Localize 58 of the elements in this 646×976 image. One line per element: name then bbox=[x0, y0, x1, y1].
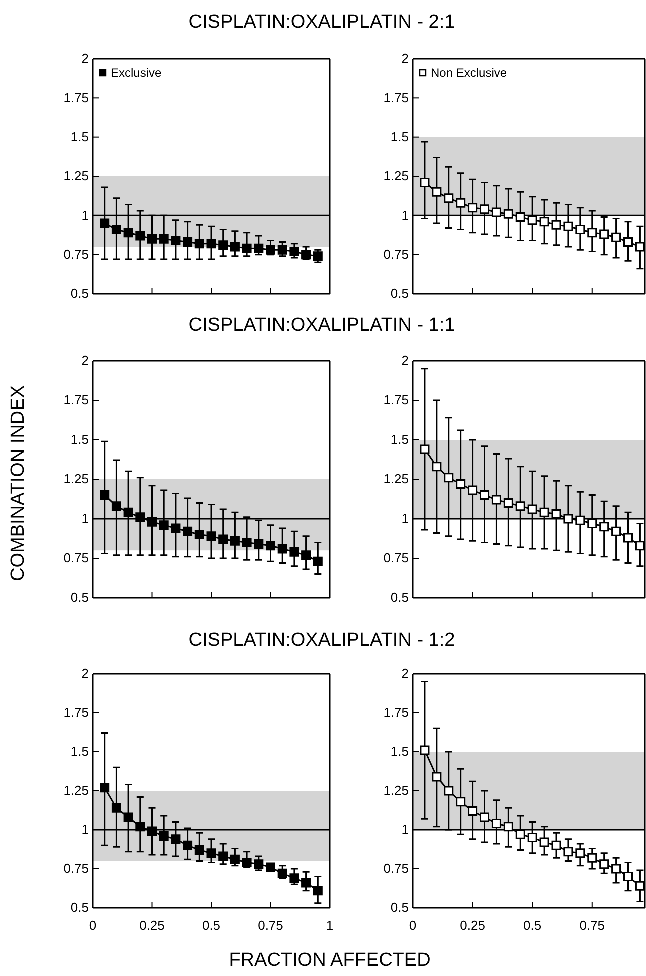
x-tick-label: 0 bbox=[89, 918, 97, 934]
y-tick-label: 2 bbox=[402, 353, 409, 368]
y-tick-label: 0.5 bbox=[390, 286, 409, 302]
y-tick-label: 0.5 bbox=[70, 590, 89, 606]
y-tick-label: 0.75 bbox=[384, 246, 409, 262]
y-tick-label: 0.5 bbox=[70, 286, 89, 302]
y-tick-label: 2 bbox=[402, 666, 409, 682]
y-tick-label: 0.5 bbox=[390, 900, 409, 916]
y-tick-label: 2 bbox=[82, 666, 89, 682]
y-tick-label: 1.5 bbox=[70, 129, 89, 144]
y-tick-label: 1.25 bbox=[384, 472, 409, 487]
x-axis-title: FRACTION AFFECTED bbox=[229, 950, 431, 971]
y-tick-label: 1.25 bbox=[64, 472, 89, 487]
y-tick-label: 1.25 bbox=[64, 168, 89, 184]
y-tick-label: 1 bbox=[402, 511, 409, 526]
y-tick-label: 1.5 bbox=[390, 129, 409, 144]
y-tick-label: 1 bbox=[402, 822, 409, 838]
chart-title: CISPLATIN:OXALIPLATIN - 2:1 bbox=[188, 12, 456, 33]
y-tick-label: 1.75 bbox=[64, 392, 89, 408]
x-tick-label: 0.75 bbox=[258, 918, 284, 934]
y-tick-label: 1 bbox=[82, 511, 89, 526]
y-tick-label: 0.75 bbox=[64, 550, 89, 566]
y-axis-title: COMBINATION INDEX bbox=[8, 385, 29, 582]
y-tick-label: 2 bbox=[82, 353, 89, 368]
y-tick-label: 1.5 bbox=[70, 432, 89, 448]
y-tick-label: 1.75 bbox=[64, 705, 89, 720]
y-tick-label: 2 bbox=[82, 51, 89, 66]
x-tick-label: 1 bbox=[326, 918, 334, 934]
y-tick-label: 1.25 bbox=[384, 168, 409, 184]
y-tick-label: 1.5 bbox=[390, 744, 409, 760]
x-tick-label: 0.5 bbox=[202, 918, 221, 934]
x-tick-label: 0.5 bbox=[524, 918, 542, 934]
chart-title: CISPLATIN:OXALIPLATIN - 1:1 bbox=[188, 315, 456, 336]
x-tick-label: 0 bbox=[409, 918, 417, 934]
y-tick-label: 0.5 bbox=[390, 590, 409, 606]
x-tick-label: 0.75 bbox=[580, 918, 606, 934]
y-tick-label: 0.75 bbox=[384, 550, 409, 566]
y-tick-label: 0.75 bbox=[384, 861, 409, 876]
y-tick-label: 1 bbox=[82, 822, 89, 838]
legend-label: Exclusive bbox=[111, 66, 162, 80]
y-tick-label: 1 bbox=[402, 208, 409, 223]
y-tick-label: 1.75 bbox=[384, 705, 409, 720]
legend-label: Non Exclusive bbox=[431, 66, 508, 80]
y-tick-label: 1.5 bbox=[390, 432, 409, 448]
y-tick-label: 1.25 bbox=[384, 783, 409, 798]
y-tick-label: 2 bbox=[402, 51, 409, 66]
y-tick-label: 1.5 bbox=[70, 744, 89, 760]
y-tick-label: 0.75 bbox=[64, 861, 89, 876]
y-tick-label: 1.75 bbox=[64, 90, 89, 106]
y-tick-label: 1 bbox=[82, 208, 89, 223]
y-tick-label: 0.5 bbox=[70, 900, 89, 916]
x-tick-label: 0.25 bbox=[140, 918, 165, 934]
y-tick-label: 1.75 bbox=[384, 90, 409, 106]
y-tick-label: 1.75 bbox=[384, 392, 409, 408]
y-tick-label: 1.25 bbox=[64, 783, 89, 798]
y-tick-label: 0.75 bbox=[64, 246, 89, 262]
x-tick-label: 0.25 bbox=[460, 918, 486, 934]
chart-title: CISPLATIN:OXALIPLATIN - 1:2 bbox=[188, 630, 456, 651]
